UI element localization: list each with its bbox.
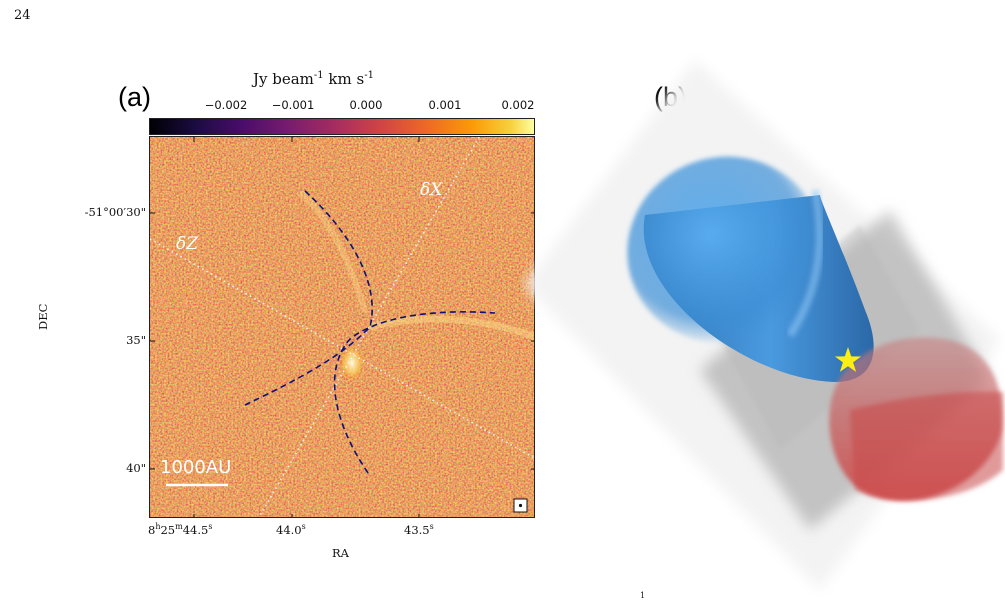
dec-tick: 40": [126, 461, 146, 475]
intensity-map: δZ δX 1000AU: [149, 136, 535, 518]
noise-background: [150, 137, 534, 517]
outflow-schematic: [525, 60, 1003, 590]
blue-lobe-highlight: [786, 189, 824, 338]
colorbar-tick: −0.002: [204, 98, 248, 112]
xlabel: RA: [332, 546, 349, 560]
colorbar-tick: −0.001: [271, 98, 315, 112]
panel-a-label: (a): [118, 82, 151, 112]
blue-lobe-cap: [627, 156, 823, 344]
page-number: 24: [14, 8, 31, 23]
axis-delta-z: [150, 238, 534, 459]
emission-arc: [369, 315, 534, 341]
ra-tick: 8h25m44.5s: [148, 522, 213, 537]
star-icon: [834, 347, 862, 372]
ra-tick: 43.5s: [404, 522, 434, 537]
colorbar: [149, 118, 535, 135]
scale-bar-label: 1000AU: [160, 457, 231, 478]
emission-core: [340, 345, 364, 381]
emission-arc: [298, 189, 368, 313]
colorbar-tick: 0.000: [349, 98, 383, 112]
dec-tick: 35": [126, 333, 146, 347]
footer-superscript: 1: [640, 591, 646, 600]
dashed-curve: [333, 311, 496, 474]
delta-x-label: δX: [420, 180, 443, 200]
red-lobe-lower: [850, 391, 1003, 501]
colorbar-tick: 0.002: [501, 98, 535, 112]
ra-tick: 44.0s: [276, 522, 306, 537]
colorbar-title: Jy beam-1 km s-1: [253, 70, 374, 88]
delta-z-label: δZ: [176, 234, 199, 254]
map-svg: δZ δX 1000AU: [150, 137, 534, 517]
colorbar-tick: 0.001: [428, 98, 462, 112]
beam-icon: [518, 503, 523, 508]
dec-tick: -51°00′30": [84, 205, 146, 219]
ylabel: DEC: [36, 303, 50, 330]
